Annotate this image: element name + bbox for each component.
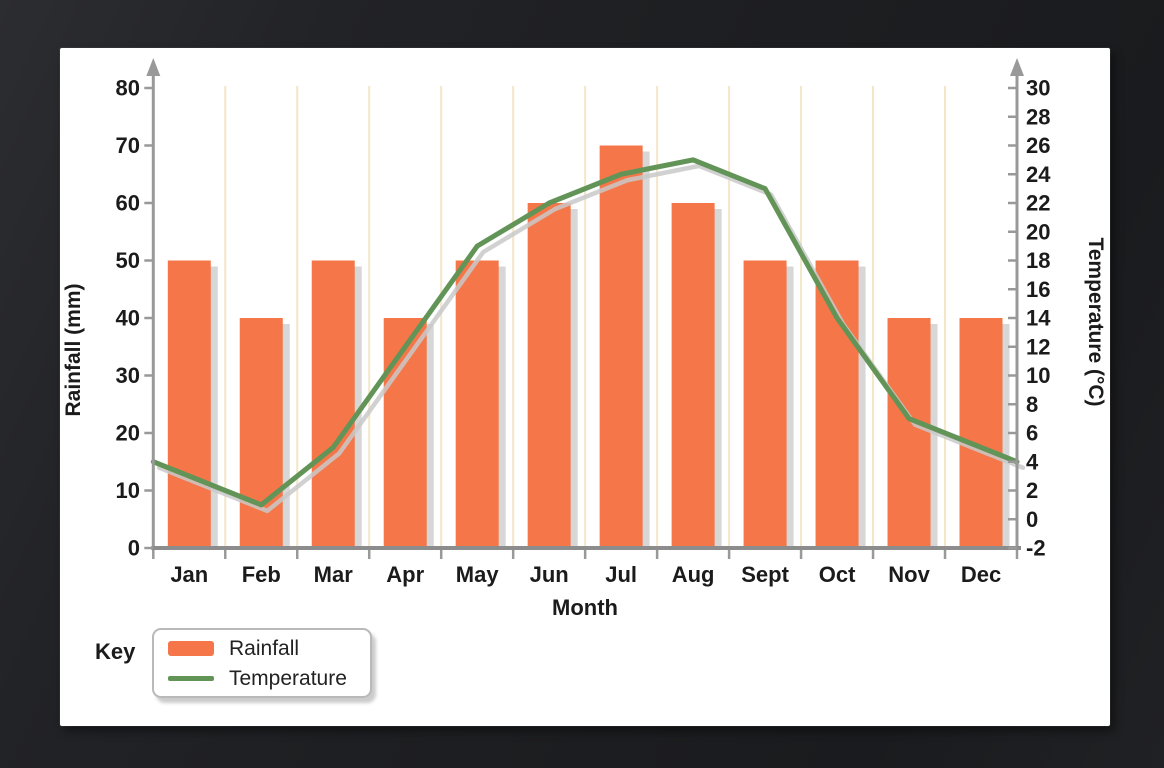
y-left-tick-label: 30	[116, 363, 140, 388]
y-right-tick-label: 10	[1026, 363, 1050, 388]
y-right-tick-label: 16	[1026, 277, 1050, 302]
rainfall-bar	[671, 203, 715, 546]
x-tick-label: Jan	[170, 562, 208, 587]
y-right-tick-label: 26	[1026, 133, 1050, 158]
y-right-tick-label: 30	[1026, 76, 1050, 101]
y-right-tick-label: 6	[1026, 421, 1038, 446]
climate-chart: 01020304050607080-2024681012141618202224…	[116, 58, 1051, 587]
y-left-axis-title: Rainfall (mm)	[62, 283, 85, 417]
x-tick-label: Mar	[314, 562, 354, 587]
x-tick-label: Jun	[530, 562, 569, 587]
y-left-axis-arrow	[146, 58, 161, 76]
temperature-line	[150, 157, 1020, 508]
x-tick-label: Aug	[672, 562, 715, 587]
x-tick-label: Jul	[605, 562, 637, 587]
legend-key-label: Key	[95, 639, 136, 664]
y-right-tick-label: 18	[1026, 248, 1050, 273]
legend-box: Rainfall Temperature	[152, 628, 372, 698]
y-left-tick-label: 60	[116, 191, 140, 216]
rainfall-bar	[599, 145, 643, 546]
y-right-tick-label: 28	[1026, 104, 1050, 129]
x-tick-label: Apr	[386, 562, 424, 587]
rainfall-bar	[959, 318, 1003, 546]
y-right-tick-label: 8	[1026, 392, 1038, 417]
y-right-tick-label: 24	[1026, 162, 1051, 187]
y-right-tick-label: 14	[1026, 306, 1051, 331]
y-left-tick-label: 10	[116, 478, 140, 503]
y-left-tick-label: 70	[116, 133, 140, 158]
rainfall-bar	[887, 318, 931, 546]
legend-row-rainfall: Rainfall	[168, 638, 356, 659]
x-tick-label: May	[456, 562, 500, 587]
y-right-tick-label: 12	[1026, 334, 1050, 359]
rainfall-bar	[527, 203, 571, 546]
x-tick-label: Feb	[242, 562, 281, 587]
y-right-tick-label: 0	[1026, 507, 1038, 532]
y-right-tick-label: 2	[1026, 478, 1038, 503]
y-right-tick-label: 20	[1026, 219, 1050, 244]
y-left-tick-label: 80	[116, 76, 140, 101]
y-right-axis-title: Temperature (°C)	[1084, 237, 1107, 407]
y-right-axis-arrow	[1010, 58, 1024, 76]
legend-row-temperature: Temperature	[168, 668, 356, 689]
rainfall-bar	[815, 260, 859, 546]
x-tick-label: Dec	[961, 562, 1001, 587]
y-right-tick-label: 4	[1026, 449, 1039, 474]
chart-panel: 0 10 20 30 40 50 60 70 80 -2 0 2 4 6 8 10 12 14 16 18 20 22 24…	[60, 48, 1110, 726]
y-right-tick-label: -2	[1026, 536, 1046, 561]
y-right-tick-label: 22	[1026, 191, 1050, 216]
rainfall-swatch	[168, 640, 214, 656]
temperature-swatch	[168, 675, 214, 681]
y-left-tick-label: 0	[128, 536, 140, 561]
rainfall-bar	[167, 260, 211, 546]
x-tick-label: Sept	[741, 562, 789, 587]
x-axis-title: Month	[552, 595, 618, 620]
y-left-tick-label: 40	[116, 306, 140, 331]
x-tick-label: Oct	[819, 562, 856, 587]
rainfall-bar	[455, 260, 499, 546]
y-left-tick-label: 50	[116, 248, 140, 273]
legend-label-rainfall: Rainfall	[229, 636, 300, 660]
rainfall-bar	[743, 260, 787, 546]
x-axis-line	[151, 546, 1022, 550]
legend-label-temperature: Temperature	[229, 666, 347, 690]
x-tick-label: Nov	[888, 562, 930, 587]
y-left-tick-label: 20	[116, 421, 140, 446]
rainfall-bar	[383, 318, 427, 546]
rainfall-bar	[239, 318, 283, 546]
rainfall-bar	[311, 260, 355, 546]
